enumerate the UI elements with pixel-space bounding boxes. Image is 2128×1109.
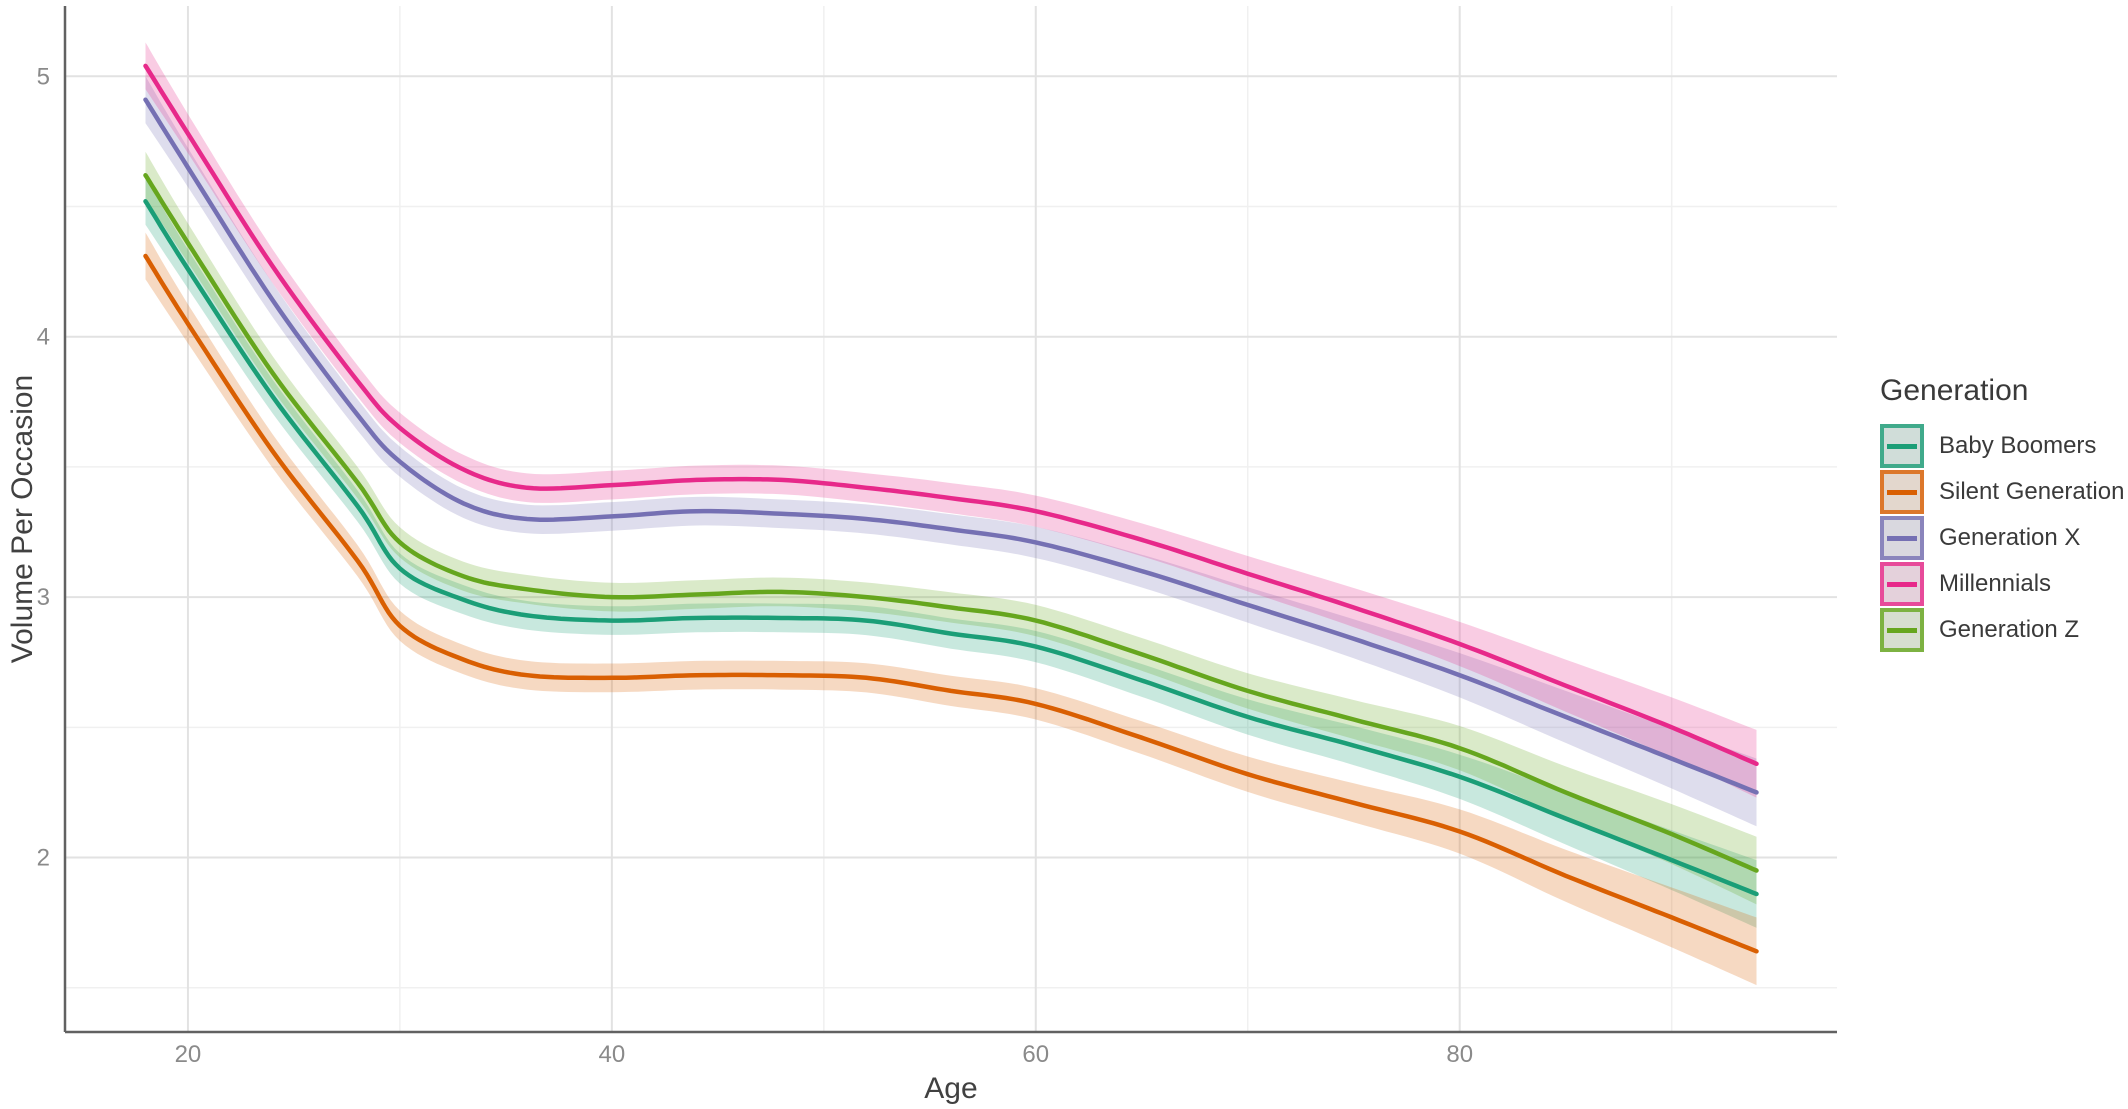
legend-key-millennials — [1880, 562, 1924, 606]
legend-item-silent-generation: Silent Generation — [1880, 469, 2126, 515]
ribbon-silent-generation — [145, 232, 1757, 986]
x-tick-label-60: 60 — [1022, 1041, 1049, 1068]
y-tick-label-2: 2 — [37, 845, 50, 872]
legend-item-generation-z: Generation Z — [1880, 607, 2126, 653]
legend-item-generation-x: Generation X — [1880, 515, 2126, 561]
y-axis-title: Volume Per Occasion — [6, 375, 39, 663]
x-tick-label-20: 20 — [175, 1041, 202, 1068]
y-tick-label-3: 3 — [37, 584, 50, 611]
legend-key-line — [1887, 535, 1917, 541]
x-axis-title: Age — [924, 1072, 977, 1105]
x-tick-label-80: 80 — [1446, 1041, 1473, 1068]
legend-key-generation-x — [1880, 516, 1924, 560]
legend-key-line — [1887, 581, 1917, 587]
gridlines-minor — [65, 6, 1837, 1032]
confidence-ribbons — [145, 42, 1757, 986]
series-line-generation-x — [143, 97, 1759, 795]
legend-key-silent-generation — [1880, 470, 1924, 514]
legend-items: Baby Boomers Silent Generation Generation … — [1880, 423, 2126, 653]
series-lines — [143, 63, 1759, 954]
y-tick-label-4: 4 — [37, 324, 50, 351]
legend-key-baby-boomers — [1880, 424, 1924, 468]
axis-lines — [63, 6, 1837, 1034]
legend-item-baby-boomers: Baby Boomers — [1880, 423, 2126, 469]
legend-key-generation-z — [1880, 608, 1924, 652]
x-tick-label-40: 40 — [599, 1041, 626, 1068]
legend-label: Generation Z — [1939, 616, 2080, 643]
legend-label: Millennials — [1939, 570, 2052, 597]
legend: Generation Baby Boomers Silent Generation… — [1880, 374, 2126, 653]
legend-label: Generation X — [1939, 524, 2081, 551]
legend-title: Generation — [1880, 374, 2029, 407]
legend-label: Silent Generation — [1939, 478, 2125, 505]
legend-key-line — [1887, 489, 1917, 495]
series-line-generation-z — [143, 173, 1759, 873]
series-line-baby-boomers — [143, 199, 1759, 897]
y-tick-label-5: 5 — [37, 63, 50, 90]
legend-item-millennials: Millennials — [1880, 561, 2126, 607]
ribbon-baby-boomers — [145, 177, 1757, 928]
legend-key-line — [1887, 443, 1917, 449]
series-line-millennials — [143, 63, 1759, 767]
tick-labels: 20 40 60 80 2 3 4 5 — [37, 63, 1473, 1068]
legend-key-line — [1887, 627, 1917, 633]
series-line-silent-generation — [143, 253, 1759, 954]
legend-label: Baby Boomers — [1939, 432, 2097, 459]
ribbon-generation-z — [145, 151, 1757, 905]
gridlines-major — [65, 6, 1837, 1032]
